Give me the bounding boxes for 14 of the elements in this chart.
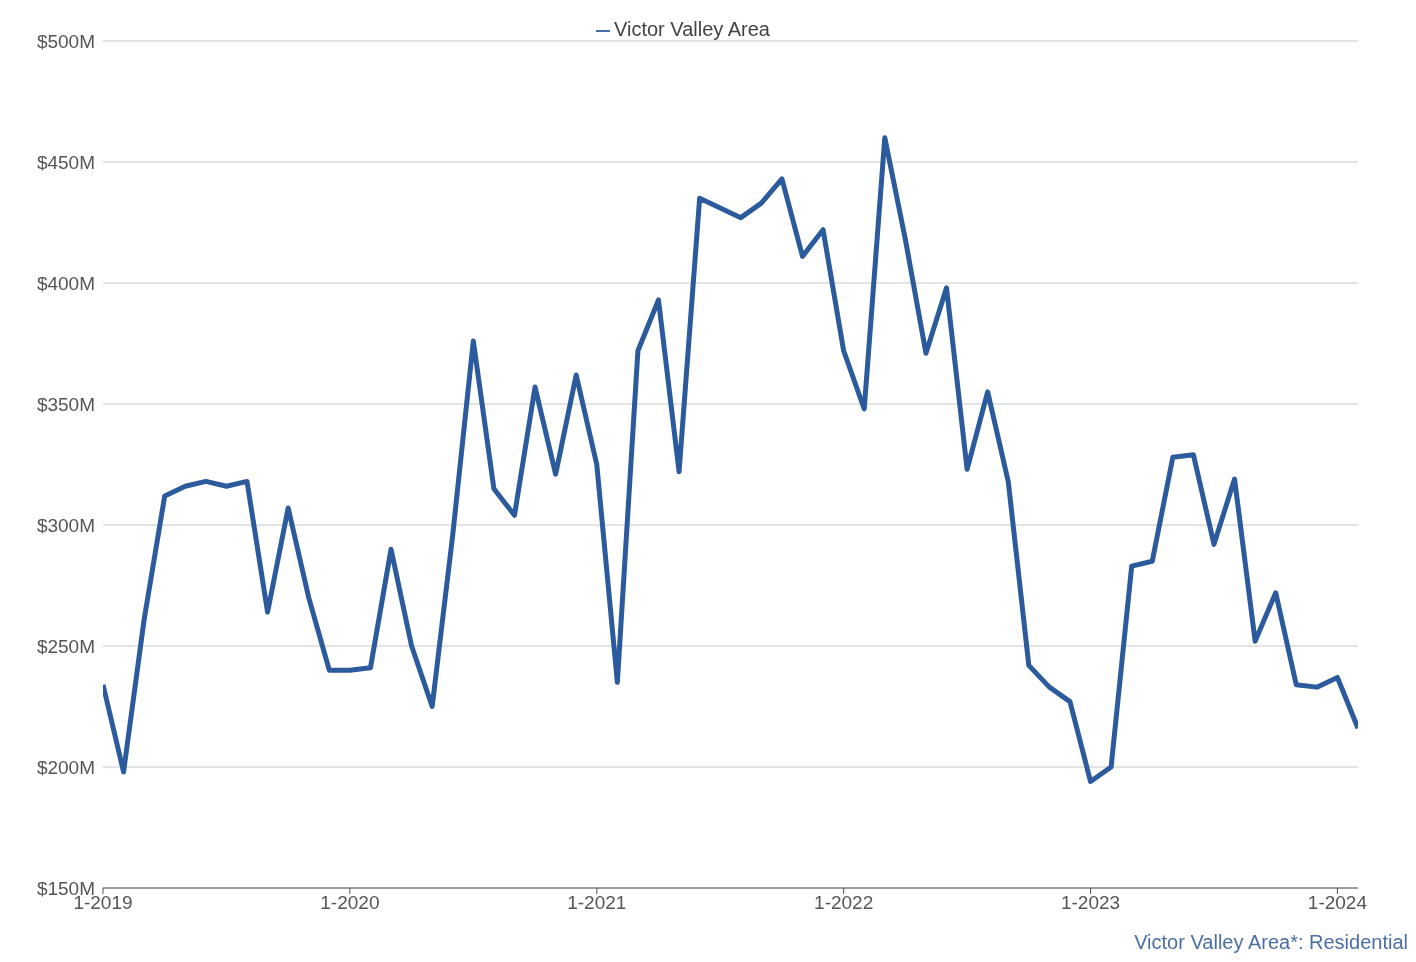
y-tick-label: $250M <box>36 635 95 657</box>
y-tick-label: $500M <box>36 30 95 52</box>
y-tick-label: $350M <box>36 393 95 415</box>
x-tick-label: 1-2022 <box>814 892 874 914</box>
y-tick-label: $200M <box>36 756 95 778</box>
y-tick-label: $450M <box>36 151 95 173</box>
x-tick-label: 1-2021 <box>567 892 627 914</box>
x-tick-label: 1-2024 <box>1307 892 1368 914</box>
y-tick-label: $300M <box>36 514 95 536</box>
y-tick-label: $400M <box>36 272 95 294</box>
text: Victor Valley Area*: Residential <box>1134 931 1408 954</box>
x-tick-label: 1-2023 <box>1060 892 1121 914</box>
legend-label: Victor Valley Area <box>613 18 770 40</box>
x-tick-label: 1-2020 <box>320 892 380 914</box>
